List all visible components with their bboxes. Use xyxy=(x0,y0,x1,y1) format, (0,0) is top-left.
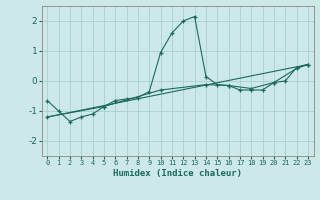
X-axis label: Humidex (Indice chaleur): Humidex (Indice chaleur) xyxy=(113,169,242,178)
